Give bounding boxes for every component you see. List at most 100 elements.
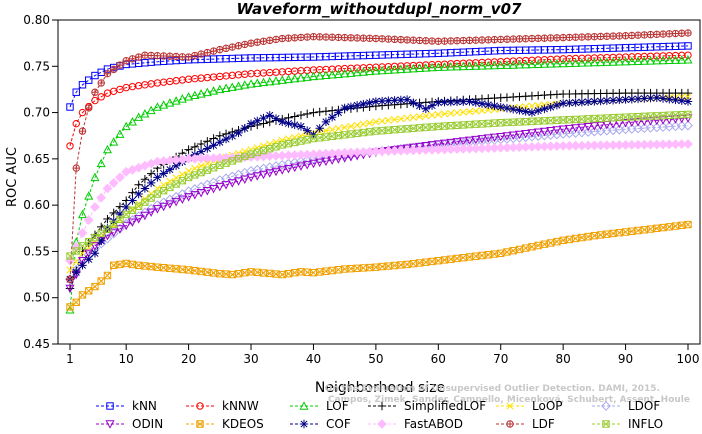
data-point-ldf <box>229 43 236 51</box>
data-point-lof <box>196 89 206 98</box>
data-point-ldf <box>104 70 111 77</box>
data-point-ldf <box>73 164 80 172</box>
data-point-lof <box>408 63 418 73</box>
data-point-odin <box>452 138 462 147</box>
data-point-ldf <box>541 34 548 42</box>
data-point-odin <box>664 115 674 125</box>
data-point-ldof <box>133 211 144 222</box>
data-point-odin <box>296 162 306 171</box>
data-point-odin <box>227 179 237 188</box>
data-point-cof <box>402 95 412 104</box>
data-point-ldf <box>154 52 161 59</box>
data-point-loop <box>185 167 193 175</box>
data-point-cof <box>359 99 368 109</box>
data-point-cof <box>440 98 449 107</box>
data-point-cof <box>284 119 293 128</box>
data-point-kdeos <box>372 263 380 271</box>
data-point-ldf <box>279 35 286 42</box>
data-point-lof <box>90 172 100 182</box>
data-point-inflo <box>297 137 305 145</box>
data-point-kdeos <box>578 233 586 242</box>
data-point-lof <box>458 61 468 71</box>
legend-item-lof: LOF <box>290 399 349 413</box>
data-point-cof <box>171 161 181 170</box>
data-point-inflo <box>353 129 361 138</box>
data-point-odin <box>627 118 637 128</box>
data-point-kdeos <box>303 268 311 276</box>
legend-item-inflo: INFLO <box>592 417 663 431</box>
y-axis-label: ROC AUC <box>5 147 20 207</box>
data-point-inflo <box>216 161 224 170</box>
data-point-ldof <box>146 203 157 214</box>
data-point-simplifiedlof <box>290 112 299 121</box>
data-point-lof <box>277 75 287 84</box>
y-tick-label: 0.75 <box>23 59 50 73</box>
data-point-inflo <box>91 233 99 242</box>
data-point-loop <box>347 122 355 130</box>
data-point-kdeos <box>291 269 299 277</box>
data-point-odin <box>577 123 587 133</box>
data-point-odin <box>464 136 475 146</box>
data-point-odin <box>215 182 225 192</box>
data-point-odin <box>508 131 518 140</box>
y-tick-label: 0.55 <box>23 244 50 258</box>
y-tick-label: 0.60 <box>23 198 50 212</box>
data-point-lof <box>533 59 543 68</box>
data-point-lof <box>596 57 606 67</box>
data-point-kdeos <box>565 235 574 244</box>
data-point-ldf <box>260 38 267 45</box>
data-point-cof <box>558 99 568 108</box>
data-point-cof <box>278 117 287 127</box>
data-point-cof <box>465 97 474 106</box>
legend-label: COF <box>326 417 351 431</box>
data-point-simplifiedlof <box>303 109 312 119</box>
data-point-loop <box>197 162 205 170</box>
data-point-odin <box>302 161 312 170</box>
data-point-odin <box>283 164 294 174</box>
data-point-odin <box>146 208 156 217</box>
data-point-odin <box>658 116 668 125</box>
data-point-odin <box>84 249 94 259</box>
data-point-lof <box>352 67 362 77</box>
data-point-kdeos <box>241 269 249 277</box>
data-point-ldf <box>572 34 579 41</box>
legend-label: LOF <box>326 399 349 413</box>
data-point-cof <box>552 100 562 110</box>
data-point-kdeos <box>422 258 430 266</box>
legend-label: FastABOD <box>404 417 463 431</box>
data-point-inflo <box>571 115 580 124</box>
data-point-lof <box>558 58 568 68</box>
data-point-kdeos <box>509 246 517 255</box>
data-point-ldf <box>466 37 473 44</box>
data-point-ldf <box>197 50 205 58</box>
data-point-ldf <box>472 36 479 44</box>
data-point-ldf <box>416 37 423 44</box>
data-point-ldf <box>254 39 261 46</box>
data-point-lof <box>171 96 181 105</box>
data-point-lof <box>152 102 162 111</box>
legend-item-simplifiedlof: SimplifiedLOF <box>368 399 486 413</box>
data-point-cof <box>346 102 356 111</box>
data-point-cof <box>121 202 131 212</box>
data-point-ldf <box>335 34 342 41</box>
data-point-loop <box>403 114 411 122</box>
data-point-ldf <box>79 127 86 135</box>
data-point-lof <box>539 59 549 68</box>
data-point-cof <box>309 130 318 139</box>
data-point-loop <box>484 106 492 114</box>
data-point-inflo <box>272 143 280 151</box>
data-point-simplifiedlof <box>190 142 200 152</box>
data-point-inflo <box>303 136 311 144</box>
data-point-odin <box>483 134 493 143</box>
data-point-ldf <box>166 53 174 60</box>
data-point-ldf <box>160 52 167 60</box>
data-point-ldf <box>347 34 355 41</box>
data-point-cof <box>290 120 299 130</box>
data-point-odin <box>440 139 450 149</box>
data-point-inflo <box>166 183 174 192</box>
data-point-kdeos <box>103 271 112 280</box>
data-point-kdeos <box>665 223 673 231</box>
data-point-simplifiedlof <box>134 180 143 189</box>
data-point-inflo <box>359 128 368 137</box>
data-point-cof <box>434 98 443 107</box>
